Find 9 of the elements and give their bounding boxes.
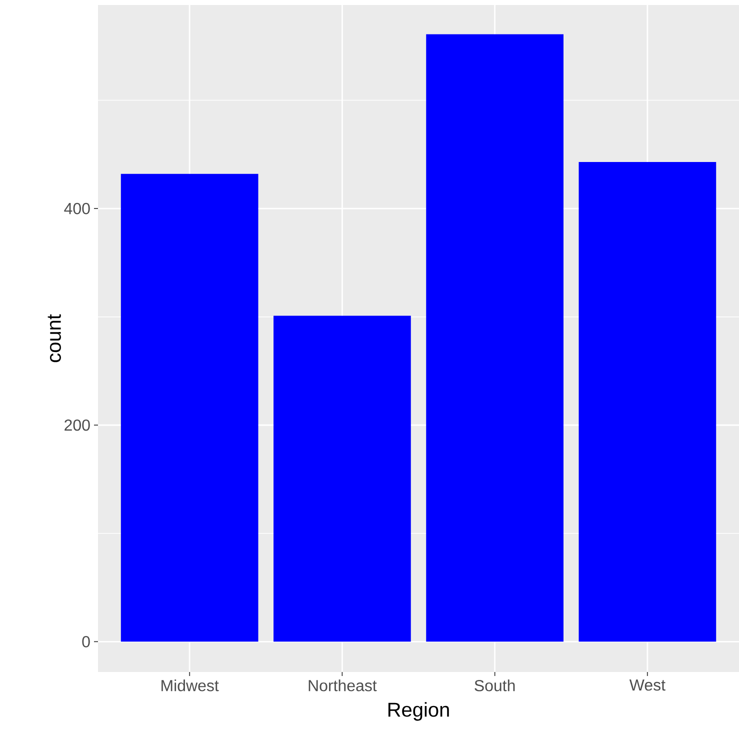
y-tick-label: 400 (64, 202, 90, 214)
x-tick-label: Midwest (162, 680, 219, 692)
y-tick-label: 200 (64, 419, 90, 431)
x-tick-label: West (629, 680, 666, 691)
y-axis-title: count (48, 314, 61, 362)
x-axis-title: Region (388, 702, 449, 721)
y-tick-label: 0 (82, 636, 90, 648)
x-tick-label: South (474, 680, 515, 692)
x-tick-label: Northeast (308, 680, 377, 692)
